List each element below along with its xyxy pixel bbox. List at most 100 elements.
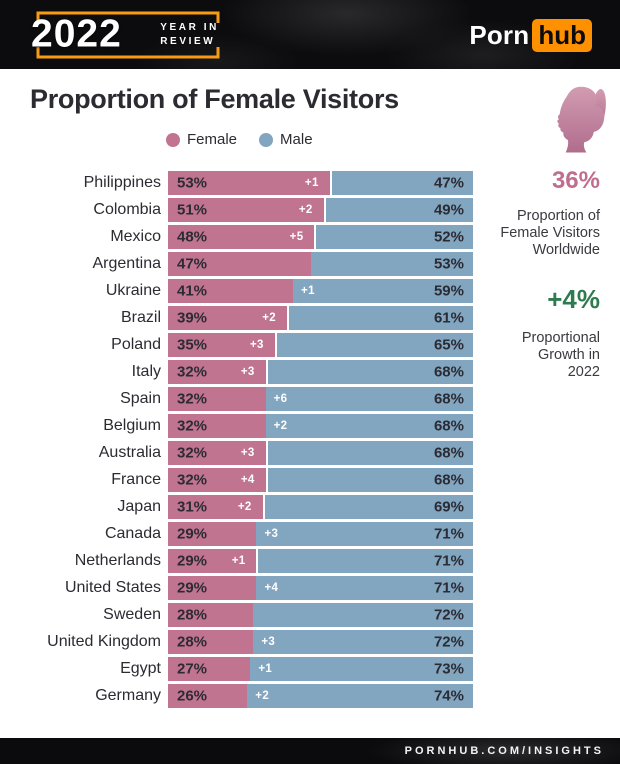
chart-row: Spain 32% 68% +6 — [30, 387, 475, 411]
stacked-bar: 29% +1 71% — [168, 549, 473, 573]
stacked-bar: 26% 74% +2 — [168, 684, 473, 708]
growth-label: +1 — [304, 177, 319, 189]
chart-legend: Female Male — [166, 131, 313, 148]
growth-label: +3 — [264, 528, 279, 540]
female-bar-segment: 32% +3 — [168, 360, 266, 384]
female-percent-label: 28% — [177, 633, 208, 651]
growth-label: +1 — [301, 285, 315, 297]
chart-row: Sweden 28% 72% — [30, 603, 475, 627]
legend-female-label: Female — [187, 131, 238, 148]
male-percent-label: 61% — [433, 309, 464, 327]
female-bar-segment: 32% — [168, 414, 266, 438]
legend-item-male: Male — [259, 131, 313, 148]
female-bar-segment: 32% +4 — [168, 468, 266, 492]
badge-year: 2022 — [31, 12, 122, 56]
female-bar-segment: 32% +3 — [168, 441, 266, 465]
female-percent-label: 32% — [177, 363, 208, 381]
male-bar-segment: 68% +6 — [265, 387, 473, 411]
growth-label: +6 — [273, 393, 288, 405]
caption-line: Proportional — [521, 330, 600, 346]
female-percent-label: 39% — [177, 309, 208, 327]
male-bar-segment: 53% — [311, 252, 473, 276]
female-percent-label: 35% — [177, 336, 208, 354]
stacked-bar: 32% 68% +6 — [168, 387, 473, 411]
male-bar-segment: 72% +3 — [253, 630, 473, 654]
country-label: Ukraine — [105, 282, 161, 299]
header-bar: 2022 YEAR IN REVIEW Porn hub — [0, 0, 620, 69]
male-bar-segment: 73% +1 — [250, 657, 473, 681]
pornhub-logo: Porn hub — [469, 19, 592, 52]
male-percent-label: 52% — [433, 228, 464, 246]
male-percent-label: 68% — [433, 363, 464, 381]
male-percent-label: 69% — [433, 498, 464, 516]
country-label: United Kingdom — [47, 633, 161, 650]
female-percent-label: 47% — [177, 255, 208, 273]
country-label: Belgium — [103, 417, 161, 434]
male-bar-segment: 69% — [262, 495, 473, 519]
growth-label: +2 — [273, 420, 288, 432]
male-percent-label: 59% — [433, 282, 464, 300]
chart-row: Philippines 53% +1 47% — [30, 171, 475, 195]
country-label: United States — [64, 579, 161, 596]
stacked-bar: 32% 68% +2 — [168, 414, 473, 438]
stacked-bar: 32% +4 68% — [168, 468, 473, 492]
female-bar-segment: 41% — [168, 279, 294, 303]
chart-row: Japan 31% +2 69% — [30, 495, 475, 519]
male-bar-segment: 47% — [329, 171, 473, 195]
female-legend-dot-icon — [166, 132, 180, 147]
insights-url: PORNHUB.COM/INSIGHTS — [404, 745, 604, 757]
female-bar-segment: 53% +1 — [168, 171, 330, 195]
male-bar-segment: 59% +1 — [293, 279, 473, 303]
chart-row: Mexico 48% +5 52% — [30, 225, 475, 249]
country-label: Mexico — [110, 228, 161, 245]
chart-row: Germany 26% 74% +2 — [30, 684, 475, 708]
female-percent-label: 32% — [177, 417, 208, 435]
female-percent-label: 29% — [177, 552, 208, 570]
growth-label: +5 — [289, 231, 304, 243]
male-bar-segment: 49% — [323, 198, 473, 222]
growth-label: +4 — [240, 474, 255, 486]
caption-line: Growth in — [537, 347, 600, 363]
country-label: Sweden — [103, 606, 161, 623]
caption-line: Worldwide — [532, 242, 600, 258]
chart-row: Italy 32% +3 68% — [30, 360, 475, 384]
chart-row: Canada 29% 71% +3 — [30, 522, 475, 546]
country-label: Canada — [104, 525, 161, 542]
stacked-bar: 53% +1 47% — [168, 171, 473, 195]
growth-caption: Proportional Growth in 2022 — [470, 330, 600, 381]
country-label: Poland — [111, 336, 161, 353]
chart-row: Belgium 32% 68% +2 — [30, 414, 475, 438]
female-bar-segment: 28% — [168, 603, 254, 627]
caption-line: Female Visitors — [500, 225, 600, 241]
chart-row: United Kingdom 28% 72% +3 — [30, 630, 475, 654]
country-label: Philippines — [83, 174, 161, 191]
worldwide-proportion-caption: Proportion of Female Visitors Worldwide — [470, 208, 600, 259]
female-bar-segment: 39% +2 — [168, 306, 287, 330]
female-percent-label: 48% — [177, 228, 208, 246]
male-percent-label: 71% — [433, 579, 464, 597]
male-percent-label: 68% — [433, 444, 464, 462]
country-label: Spain — [120, 390, 161, 407]
country-label: Japan — [117, 498, 161, 515]
caption-line: Proportion of — [516, 208, 600, 224]
female-bar-segment: 32% — [168, 387, 266, 411]
growth-label: +1 — [231, 555, 246, 567]
female-bar-segment: 29% +1 — [168, 549, 257, 573]
stacked-bar: 28% 72% +3 — [168, 630, 473, 654]
female-bar-segment: 31% +2 — [168, 495, 263, 519]
growth-label: +2 — [298, 204, 313, 216]
male-percent-label: 68% — [433, 390, 464, 408]
stacked-bar: 29% 71% +4 — [168, 576, 473, 600]
male-bar-segment: 71% — [256, 549, 473, 573]
stacked-bar: 41% 59% +1 — [168, 279, 473, 303]
male-percent-label: 53% — [433, 255, 464, 273]
female-bar-segment: 27% — [168, 657, 251, 681]
stacked-bar: 32% +3 68% — [168, 360, 473, 384]
male-percent-label: 68% — [433, 417, 464, 435]
legend-male-label: Male — [280, 131, 313, 148]
female-percent-label: 29% — [177, 579, 208, 597]
country-label: Netherlands — [74, 552, 161, 569]
stacked-bar: 32% +3 68% — [168, 441, 473, 465]
male-percent-label: 72% — [433, 606, 464, 624]
